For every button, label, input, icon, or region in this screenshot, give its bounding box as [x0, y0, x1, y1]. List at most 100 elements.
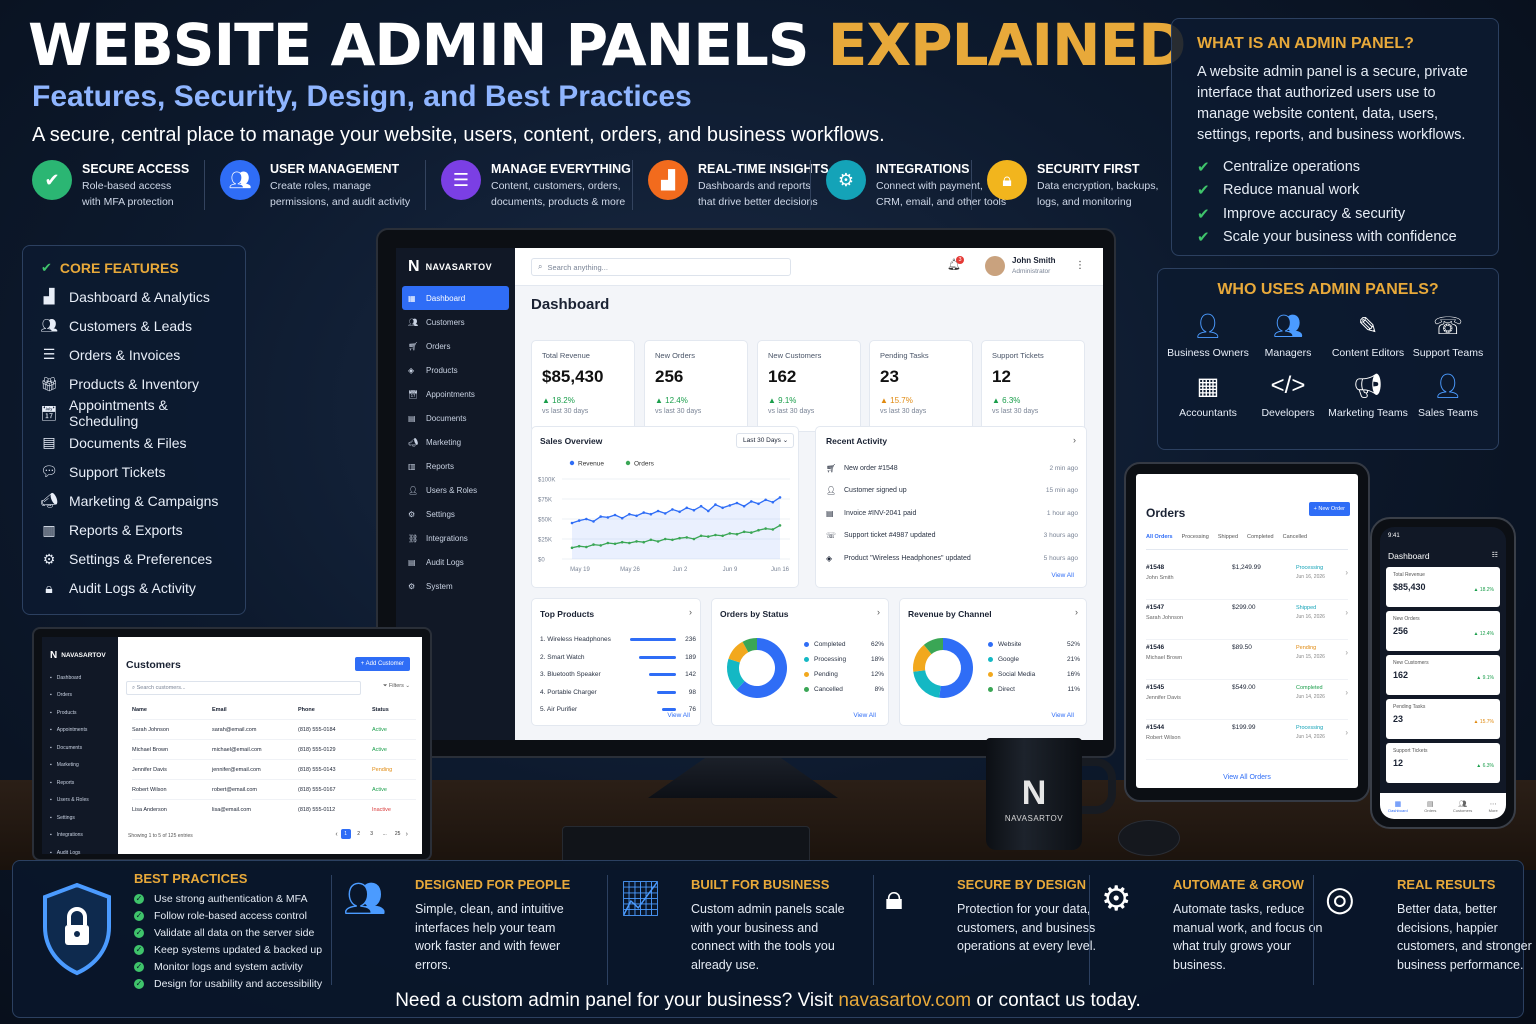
team-icon-glyph: 👥︎: [1272, 312, 1304, 340]
page-button[interactable]: ...: [382, 831, 387, 837]
chevron-left-icon[interactable]: ‹: [335, 830, 338, 838]
shield-check-icon: ✔: [32, 160, 72, 200]
tab-completed[interactable]: Completed: [1247, 534, 1274, 540]
sidebar-item-orders[interactable]: 🛒︎ Orders: [396, 334, 515, 358]
avatar[interactable]: [985, 256, 1005, 276]
laptop-sidebar-item[interactable]: ▪ Users & Roles: [42, 792, 118, 810]
phone-nav-more[interactable]: ⋯ More: [1489, 800, 1498, 813]
order-row[interactable]: #1544 Robert Wilson $199.99 Processing Jun 1…: [1146, 720, 1348, 760]
laptop-sidebar-item[interactable]: ▪ Orders: [42, 687, 118, 705]
sidebar-icon: ▪: [50, 814, 52, 821]
check-icon: ✔: [1197, 158, 1210, 176]
laptop-sidebar-item[interactable]: ▪ Settings: [42, 809, 118, 827]
page-button[interactable]: 2: [357, 831, 361, 837]
role-label: Sales Teams: [1418, 407, 1478, 419]
table-row[interactable]: Sarah Johnson sarah@email.com (818) 555-01…: [132, 719, 416, 739]
orders-status-view-all-link[interactable]: View All: [853, 712, 876, 719]
revenue-channel-view-all-link[interactable]: View All: [1051, 712, 1074, 719]
order-row[interactable]: #1546 Michael Brown $89.50 Pending Jun 15, 2…: [1146, 640, 1348, 680]
data-point-revenue: [706, 509, 710, 513]
view-all-orders-wrapper: View All Orders: [1136, 766, 1358, 784]
chevron-right-icon: ›: [1345, 608, 1348, 617]
cta-link[interactable]: navasartov.com: [838, 990, 972, 1011]
laptop-sidebar-item[interactable]: ▪ Dashboard: [42, 669, 118, 687]
activity-item[interactable]: 🛒︎ New order #1548 2 min ago: [826, 457, 1078, 480]
chevron-right-icon[interactable]: ›: [877, 607, 880, 617]
order-row[interactable]: #1547 Sarah Johnson $299.00 Shipped Jun 16, …: [1146, 600, 1348, 640]
page-button[interactable]: 3: [370, 831, 374, 837]
more-vertical-icon[interactable]: ⋮: [1075, 260, 1085, 271]
sidebar-item-appointments[interactable]: 📅︎ Appointments: [396, 382, 515, 406]
chevron-right-icon: ›: [1345, 688, 1348, 697]
role-sales-teams: 👤︎ Sales Teams: [1408, 371, 1488, 420]
tab-shipped[interactable]: Shipped: [1217, 534, 1238, 540]
order-row[interactable]: #1548 John Smith $1,249.99 Processing Jun 16…: [1146, 560, 1348, 600]
sidebar-item-products[interactable]: ◈ Products: [396, 358, 515, 382]
order-date: Jun 16, 2026: [1296, 614, 1325, 620]
customer-search-placeholder: Search customers...: [136, 685, 186, 691]
table-row[interactable]: Robert Wilson robert@email.com (818) 555-0…: [132, 779, 416, 799]
sidebar-item-reports[interactable]: ▥ Reports: [396, 454, 515, 478]
data-point-revenue: [692, 508, 696, 512]
top-products-view-all-link[interactable]: View All: [667, 712, 690, 719]
legend-label: Processing: [814, 656, 847, 663]
phone-nav-dashboard[interactable]: ▦ Dashboard: [1388, 800, 1408, 813]
sidebar-item-audit-logs[interactable]: ▤ Audit Logs: [396, 550, 515, 574]
grid-icon[interactable]: ☷: [1491, 552, 1498, 559]
activity-view-all-link[interactable]: View All: [1051, 572, 1074, 579]
sidebar-item-integrations[interactable]: ⛓︎ Integrations: [396, 526, 515, 550]
laptop-sidebar-item[interactable]: ▪ Documents: [42, 739, 118, 757]
sidebar-item-dashboard[interactable]: ▦ Dashboard: [402, 286, 509, 310]
role-label: Business Owners: [1167, 347, 1249, 359]
padlock-icon: 🔒︎: [885, 879, 904, 917]
activity-item[interactable]: ▤ Invoice #INV-2041 paid 1 hour ago: [826, 502, 1078, 525]
page-button[interactable]: 1: [340, 829, 351, 839]
phone-nav-customers[interactable]: 👥︎ Customers: [1453, 800, 1472, 813]
sidebar-item-customers[interactable]: 👥︎ Customers: [396, 310, 515, 334]
chevron-right-icon[interactable]: ›: [689, 607, 692, 617]
tab-cancelled[interactable]: Cancelled: [1282, 534, 1308, 540]
table-row[interactable]: Michael Brown michael@email.com (818) 555-…: [132, 739, 416, 759]
view-all-orders-link[interactable]: View All Orders: [1223, 774, 1271, 781]
sidebar-item-settings[interactable]: ⚙ Settings: [396, 502, 515, 526]
chevron-right-icon[interactable]: ›: [405, 830, 408, 838]
activity-item[interactable]: ◈ Product "Wireless Headphones" updated 5 …: [826, 547, 1078, 570]
order-row[interactable]: #1545 Jennifer Davis $549.00 Completed Jun 1…: [1146, 680, 1348, 720]
sidebar-item-marketing[interactable]: 📣︎ Marketing: [396, 430, 515, 454]
date-range-select[interactable]: Last 30 Days ⌄: [736, 433, 794, 448]
order-amount: $199.99: [1232, 724, 1256, 731]
customer-search-input[interactable]: ⌕ Search customers...: [126, 681, 361, 695]
tab-all-orders[interactable]: All Orders: [1146, 534, 1173, 540]
feature-user-management: 👥︎ USER MANAGEMENT Create roles, manage per…: [220, 160, 472, 212]
add-customer-button[interactable]: + Add Customer: [354, 657, 410, 671]
chevron-right-icon[interactable]: ›: [1073, 435, 1076, 445]
data-point-revenue: [620, 516, 624, 520]
sidebar-item-system[interactable]: ⚙ System: [396, 574, 515, 598]
search-input[interactable]: ⌕ Search anything...: [531, 258, 791, 276]
page-button[interactable]: 25: [394, 831, 401, 837]
laptop-sidebar-item[interactable]: ▪ Appointments: [42, 722, 118, 740]
x-tick-label: Jun 9: [723, 567, 738, 573]
benefit-desc: Custom admin panels scale with your busi…: [691, 902, 845, 973]
activity-item[interactable]: 👤︎ Customer signed up 15 min ago: [826, 480, 1078, 503]
legend-row: Website 52%: [988, 637, 1080, 652]
title-main: WEBSITE ADMIN PANELS: [28, 11, 810, 79]
sidebar-item-documents[interactable]: ▤ Documents: [396, 406, 515, 430]
table-row[interactable]: Jennifer Davis jennifer@email.com (818) 55…: [132, 759, 416, 779]
laptop-sidebar-item[interactable]: ▪ Audit Logs: [42, 844, 118, 862]
laptop-sidebar-item[interactable]: ▪ Reports: [42, 774, 118, 792]
chevron-right-icon[interactable]: ›: [1075, 607, 1078, 617]
new-order-button[interactable]: + New Order: [1308, 502, 1350, 516]
laptop-sidebar-item[interactable]: ▪ Integrations: [42, 827, 118, 845]
tab-processing[interactable]: Processing: [1181, 534, 1209, 540]
phone-nav-orders[interactable]: ▤ Orders: [1424, 800, 1436, 813]
activity-item[interactable]: ☏ Support ticket #4987 updated 3 hours ago: [826, 525, 1078, 548]
role-business-owners: 👤︎ Business Owners: [1167, 311, 1249, 360]
filters-button[interactable]: ⏷ Filters ⌄: [383, 683, 410, 690]
table-row[interactable]: Lisa Anderson lisa@email.com (818) 555-011…: [132, 799, 416, 819]
laptop-sidebar-item[interactable]: ▪ Marketing: [42, 757, 118, 775]
user-role: Administrator: [1012, 268, 1051, 275]
laptop-sidebar-item[interactable]: ▪ Products: [42, 704, 118, 722]
sidebar-item-users-roles[interactable]: 👤︎ Users & Roles: [396, 478, 515, 502]
feature-desc-line: CRM, email, and other tools: [876, 196, 1007, 208]
